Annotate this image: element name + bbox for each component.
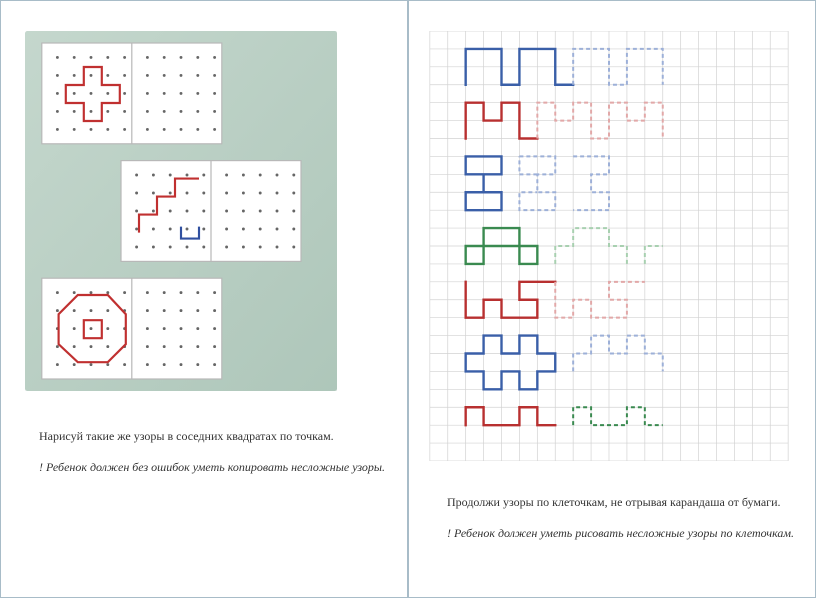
dot-copy-illustration	[21, 31, 341, 391]
grid-pattern-worksheet	[429, 31, 789, 461]
left-page: Нарисуй такие же узоры в соседних квадра…	[0, 0, 408, 598]
right-page: Продолжи узоры по клеточкам, не отрывая …	[408, 0, 816, 598]
left-caption-1: Нарисуй такие же узоры в соседних квадра…	[21, 427, 387, 446]
left-caption-2: ! Ребенок должен без ошибок уметь копиро…	[21, 458, 387, 477]
right-caption-1: Продолжи узоры по клеточкам, не отрывая …	[429, 493, 795, 512]
right-caption-2: ! Ребенок должен уметь рисовать несложны…	[429, 524, 795, 543]
